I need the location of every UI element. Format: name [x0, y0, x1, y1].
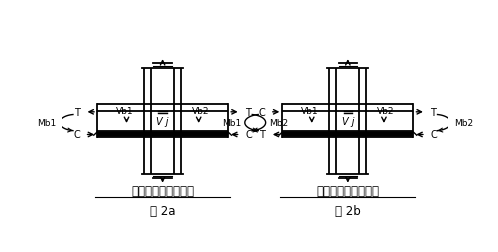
Text: V j: V j — [156, 116, 169, 127]
Text: Vb2: Vb2 — [377, 107, 394, 116]
Text: T: T — [245, 107, 251, 117]
Text: 水平荷载下节点内力: 水平荷载下节点内力 — [316, 184, 379, 197]
Text: C: C — [430, 130, 437, 140]
Text: T: T — [74, 107, 80, 117]
Text: T: T — [430, 107, 436, 117]
Text: Vb1: Vb1 — [116, 107, 133, 116]
Text: 竖向荷载下节点内力: 竖向荷载下节点内力 — [131, 184, 194, 197]
Text: Mb1: Mb1 — [37, 119, 56, 128]
Text: Vb1: Vb1 — [301, 107, 319, 116]
Text: V j: V j — [342, 116, 354, 127]
Text: Mb1: Mb1 — [223, 119, 242, 128]
Text: Mb2: Mb2 — [454, 119, 473, 128]
Text: C: C — [73, 130, 80, 140]
Text: C: C — [245, 130, 252, 140]
Text: T: T — [259, 130, 265, 140]
Text: 图 2b: 图 2b — [335, 204, 361, 217]
Text: 图 2a: 图 2a — [150, 204, 175, 217]
Text: Mb2: Mb2 — [269, 119, 288, 128]
Text: C: C — [258, 107, 265, 117]
Text: Vb2: Vb2 — [192, 107, 209, 116]
